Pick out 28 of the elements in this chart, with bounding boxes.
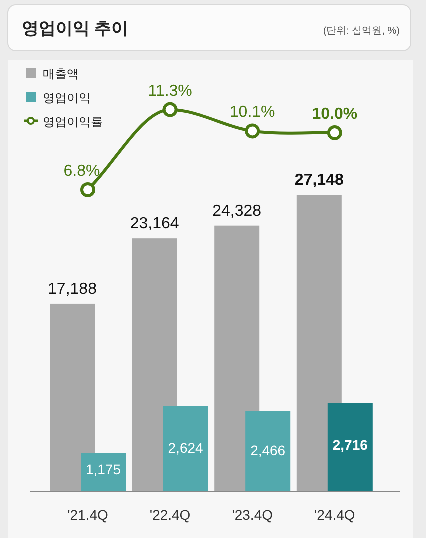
data-label: 24,328 — [212, 202, 262, 220]
x-tick-label: '22.4Q — [150, 507, 191, 523]
data-label: 2,466 — [250, 442, 286, 459]
data-label: 10.1% — [230, 104, 276, 122]
data-label: 10.0% — [312, 106, 358, 123]
data-label: 1,175 — [86, 462, 122, 478]
point — [245, 124, 260, 139]
data-label: 2,716 — [332, 437, 368, 453]
x-tick-label: '23.4Q — [232, 507, 274, 523]
bar — [328, 403, 373, 492]
data-label: 6.8% — [64, 162, 100, 180]
point — [80, 182, 96, 198]
data-label: 2,624 — [168, 440, 204, 456]
x-tick-label: '24.4Q — [314, 507, 356, 523]
data-label: 27,148 — [294, 172, 344, 189]
legend-label: 매출액 — [43, 67, 79, 81]
legend-label: 영업이익 — [43, 91, 91, 105]
legend-label: 영업이익률 — [43, 115, 103, 129]
data-label: 23,164 — [130, 216, 180, 233]
chart-subtitle: (단위: 십억원, %) — [323, 26, 400, 37]
bar — [246, 411, 291, 492]
bar — [81, 453, 126, 492]
data-label: 17,188 — [48, 280, 98, 298]
data-label: 11.3% — [148, 82, 192, 100]
chart-title: 영업이익 추이 — [22, 19, 129, 38]
x-tick-label: '21.4Q — [68, 507, 109, 523]
point — [162, 102, 178, 118]
point — [327, 126, 342, 140]
